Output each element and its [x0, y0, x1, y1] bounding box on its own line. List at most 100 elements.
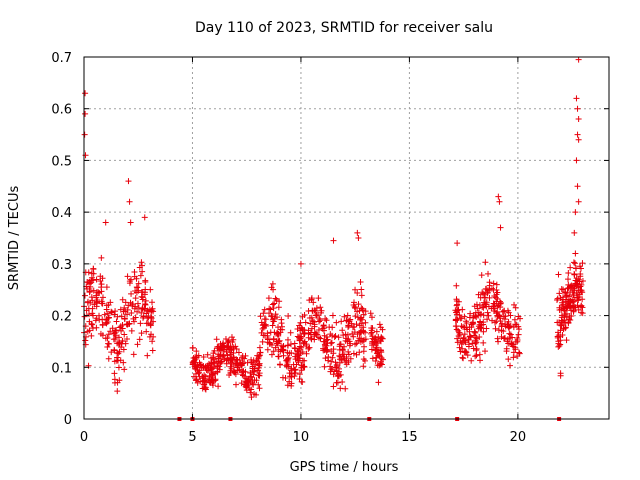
data-point [472, 329, 479, 336]
data-point [301, 329, 308, 336]
data-point [149, 299, 156, 306]
y-tick-label: 0.1 [51, 361, 72, 376]
data-point [115, 340, 122, 347]
data-point [514, 338, 521, 345]
data-point [484, 316, 491, 323]
data-point [555, 271, 562, 278]
data-point [316, 318, 323, 325]
data-point [296, 335, 303, 342]
data-point [455, 306, 462, 313]
data-point [93, 276, 100, 283]
data-point [107, 328, 114, 335]
data-point [456, 344, 463, 351]
data-point [579, 260, 586, 267]
data-point [505, 324, 512, 331]
data-point [86, 285, 93, 292]
data-point [564, 303, 571, 310]
data-point [121, 304, 128, 311]
data-point [317, 317, 324, 324]
data-point [223, 360, 230, 367]
data-point [270, 348, 277, 355]
y-tick-label: 0.2 [51, 310, 72, 325]
data-point [368, 329, 375, 336]
data-point [199, 378, 206, 385]
data-point [575, 306, 582, 313]
data-point [285, 354, 292, 361]
data-point [557, 341, 564, 348]
data-point [266, 310, 273, 317]
data-point [270, 305, 277, 312]
data-point [334, 379, 341, 386]
data-point [119, 337, 126, 344]
data-point [369, 325, 376, 332]
data-point [141, 305, 148, 312]
data-point [579, 310, 586, 317]
data-point [579, 289, 586, 296]
data-point [485, 312, 492, 319]
data-point [350, 299, 357, 306]
data-point [270, 335, 277, 342]
data-point [117, 306, 124, 313]
data-point [579, 296, 586, 303]
data-point [571, 229, 578, 236]
y-tick-label: 0 [64, 413, 72, 428]
data-point [376, 321, 383, 328]
data-point [215, 383, 222, 390]
data-point [358, 292, 365, 299]
data-point [234, 364, 241, 371]
data-point [139, 268, 146, 275]
data-point [99, 321, 106, 328]
data-point [330, 237, 337, 244]
data-point [260, 324, 267, 331]
data-point [515, 313, 522, 320]
data-point [228, 334, 235, 341]
data-point [453, 282, 460, 289]
data-point [345, 348, 352, 355]
data-point [138, 330, 145, 337]
data-point [128, 327, 135, 334]
data-point [217, 352, 224, 359]
data-point [490, 307, 497, 314]
data-point [295, 347, 302, 354]
data-point [354, 314, 361, 321]
data-point [491, 305, 498, 312]
data-point [148, 331, 155, 338]
data-point [572, 209, 579, 216]
data-point [378, 335, 385, 342]
data-point [117, 357, 124, 364]
data-point [460, 324, 467, 331]
y-tick-label: 0.7 [51, 51, 72, 66]
data-point [121, 331, 128, 338]
data-point [90, 312, 97, 319]
data-point [317, 335, 324, 342]
data-point [134, 308, 141, 315]
data-point [300, 330, 307, 337]
data-point [507, 331, 514, 338]
data-point [286, 350, 293, 357]
data-point [499, 320, 506, 327]
data-point [515, 349, 522, 356]
data-point [337, 385, 344, 392]
data-point [116, 377, 123, 384]
data-point [238, 362, 245, 369]
data-point [284, 336, 291, 343]
data-point [467, 333, 474, 340]
data-point [358, 320, 365, 327]
data-point [563, 337, 570, 344]
data-point [140, 313, 147, 320]
data-point [149, 347, 156, 354]
data-point [256, 352, 263, 359]
data-point [90, 287, 97, 294]
data-point [332, 359, 339, 366]
data-point [496, 313, 503, 320]
data-point [498, 300, 505, 307]
data-point [472, 309, 479, 316]
data-point [325, 357, 332, 364]
data-point [131, 318, 138, 325]
data-point [274, 338, 281, 345]
data-point [137, 272, 144, 279]
data-point [206, 373, 213, 380]
data-point [227, 363, 234, 370]
data-point [453, 296, 460, 303]
data-point [311, 323, 318, 330]
